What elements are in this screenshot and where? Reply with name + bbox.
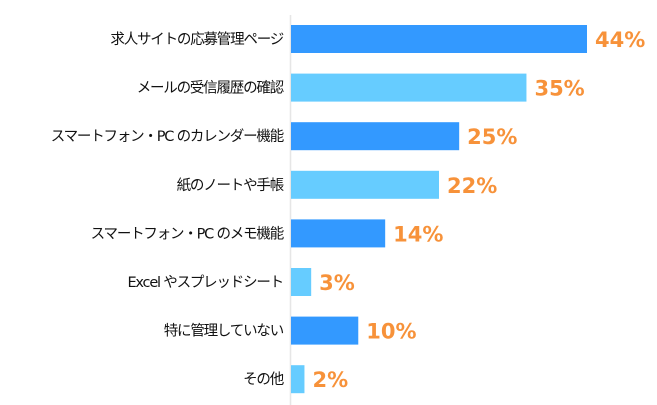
category-label: Excel やスプレッドシート — [127, 274, 283, 291]
bar — [291, 219, 386, 248]
bar — [291, 170, 439, 199]
data-label: 3% — [319, 271, 355, 295]
category-label: 特に管理していない — [164, 323, 284, 340]
bar — [291, 122, 460, 151]
data-label: 25% — [467, 125, 517, 149]
category-label: 紙のノートや手帳 — [177, 177, 284, 194]
data-label: 10% — [366, 320, 416, 344]
category-label: スマートフォン・PC のカレンダー機能 — [51, 128, 284, 145]
data-label: 35% — [534, 77, 584, 101]
category-label: 求人サイトの応募管理ページ — [110, 31, 283, 48]
bar — [291, 73, 527, 102]
category-label: スマートフォン・PC のメモ機能 — [91, 225, 284, 242]
bar — [291, 365, 305, 394]
data-label: 22% — [447, 174, 497, 198]
bar — [291, 268, 312, 296]
data-label: 2% — [312, 368, 348, 392]
data-label: 44% — [595, 28, 645, 52]
bar — [291, 25, 587, 53]
bar — [291, 316, 359, 345]
category-label: メールの受信履歴の確認 — [137, 80, 285, 97]
data-label: 14% — [393, 222, 443, 246]
category-label: その他 — [243, 371, 284, 388]
